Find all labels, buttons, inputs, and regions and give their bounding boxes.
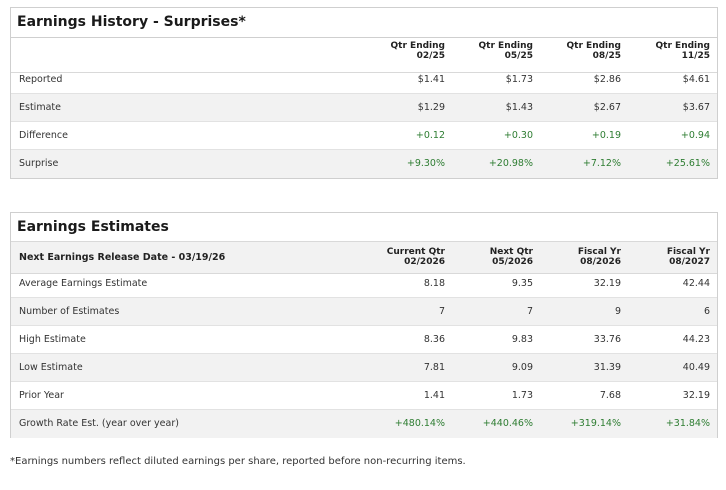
column-header: Qtr Ending 02/25: [390, 41, 445, 61]
row-label: High Estimate: [19, 334, 86, 345]
table-cell: +31.84%: [665, 418, 710, 429]
table-row-reported: Reported $1.41 $1.73 $2.86 $4.61: [11, 66, 717, 94]
table-cell: 44.23: [682, 334, 710, 345]
table-cell: $2.67: [593, 102, 621, 113]
table-cell: 9.83: [511, 334, 533, 345]
table-cell: +440.46%: [482, 418, 533, 429]
table-cell: +319.14%: [570, 418, 621, 429]
row-label: Reported: [19, 74, 63, 85]
table-cell: 8.36: [423, 334, 445, 345]
table-cell: +480.14%: [394, 418, 445, 429]
table-row-high-estimate: High Estimate 8.36 9.83 33.76 44.23: [11, 326, 717, 354]
column-header: Qtr Ending 08/25: [566, 41, 621, 61]
earnings-history-title: Earnings History - Surprises*: [11, 8, 717, 38]
table-cell: +0.30: [503, 130, 533, 141]
table-cell: 7: [438, 306, 445, 317]
table-cell: 42.44: [682, 278, 710, 289]
table-row-estimate: Estimate $1.29 $1.43 $2.67 $3.67: [11, 94, 717, 122]
table-cell: 1.73: [511, 390, 533, 401]
earnings-estimates-header: Next Earnings Release Date - 03/19/26 Cu…: [11, 241, 717, 274]
column-header: Next Qtr 05/2026: [489, 247, 533, 267]
table-cell: +20.98%: [488, 158, 533, 169]
table-row-average-estimate: Average Earnings Estimate 8.18 9.35 32.1…: [11, 270, 717, 298]
table-cell: $2.86: [593, 74, 621, 85]
earnings-estimates-panel: Earnings Estimates Next Earnings Release…: [10, 212, 718, 438]
row-label: Number of Estimates: [19, 306, 120, 317]
earnings-history-panel: Earnings History - Surprises* Qtr Ending…: [10, 7, 718, 179]
row-label: Average Earnings Estimate: [19, 278, 148, 289]
table-cell: 32.19: [593, 278, 621, 289]
row-label: Surprise: [19, 158, 59, 169]
table-cell: +7.12%: [582, 158, 621, 169]
table-cell: $3.67: [682, 102, 710, 113]
table-row-low-estimate: Low Estimate 7.81 9.09 31.39 40.49: [11, 354, 717, 382]
table-cell: 8.18: [423, 278, 445, 289]
row-label: Low Estimate: [19, 362, 83, 373]
table-row-prior-year: Prior Year 1.41 1.73 7.68 32.19: [11, 382, 717, 410]
table-cell: $1.29: [417, 102, 445, 113]
table-cell: +0.94: [680, 130, 710, 141]
table-cell: +25.61%: [665, 158, 710, 169]
row-label: Growth Rate Est. (year over year): [19, 418, 179, 429]
table-cell: 40.49: [682, 362, 710, 373]
table-cell: 9.09: [511, 362, 533, 373]
table-cell: +0.19: [591, 130, 621, 141]
table-cell: 7.68: [599, 390, 621, 401]
earnings-history-header: Qtr Ending 02/25 Qtr Ending 05/25 Qtr Endi…: [11, 38, 717, 73]
table-cell: +0.12: [415, 130, 445, 141]
table-cell: 6: [703, 306, 710, 317]
row-label: Estimate: [19, 102, 61, 113]
table-cell: 9: [614, 306, 621, 317]
column-header: Qtr Ending 05/25: [478, 41, 533, 61]
table-cell: $1.73: [505, 74, 533, 85]
table-cell: $1.43: [505, 102, 533, 113]
table-row-number-of-estimates: Number of Estimates 7 7 9 6: [11, 298, 717, 326]
table-row-surprise: Surprise +9.30% +20.98% +7.12% +25.61%: [11, 150, 717, 178]
column-header: Qtr Ending 11/25: [655, 41, 710, 61]
table-cell: $4.61: [682, 74, 710, 85]
table-cell: $1.41: [417, 74, 445, 85]
earnings-estimates-title: Earnings Estimates: [17, 219, 169, 235]
column-header: Fiscal Yr 08/2027: [666, 247, 710, 267]
table-cell: 7: [526, 306, 533, 317]
row-label: Difference: [19, 130, 68, 141]
table-row-growth-rate: Growth Rate Est. (year over year) +480.1…: [11, 410, 717, 438]
table-cell: +9.30%: [406, 158, 445, 169]
table-cell: 1.41: [423, 390, 445, 401]
next-release-date: Next Earnings Release Date - 03/19/26: [19, 252, 226, 263]
table-cell: 32.19: [682, 390, 710, 401]
footnote: *Earnings numbers reflect diluted earnin…: [10, 456, 466, 467]
column-header: Current Qtr 02/2026: [386, 247, 445, 267]
row-label: Prior Year: [19, 390, 64, 401]
table-cell: 31.39: [593, 362, 621, 373]
table-row-difference: Difference +0.12 +0.30 +0.19 +0.94: [11, 122, 717, 150]
column-header: Fiscal Yr 08/2026: [577, 247, 621, 267]
table-cell: 7.81: [423, 362, 445, 373]
table-cell: 9.35: [511, 278, 533, 289]
table-cell: 33.76: [593, 334, 621, 345]
